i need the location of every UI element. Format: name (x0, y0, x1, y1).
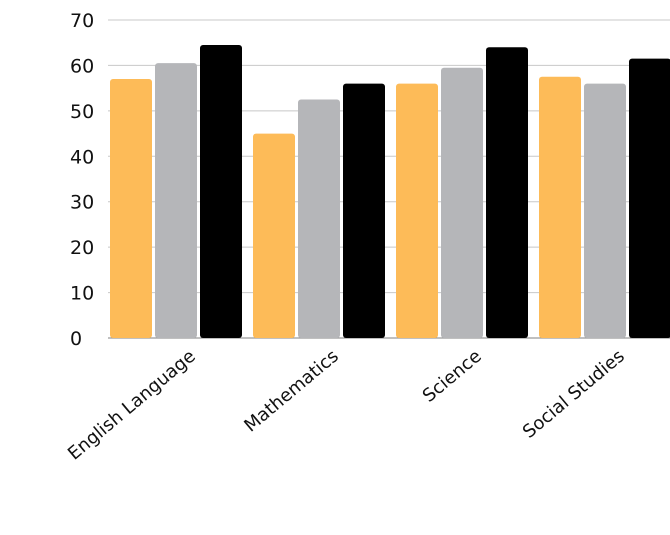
y-tick-label: 10 (70, 283, 94, 305)
x-category-label: English Language (64, 346, 200, 465)
bar (486, 47, 528, 338)
bar (343, 83, 385, 338)
y-tick-label: 50 (70, 101, 94, 123)
y-tick-label: 60 (70, 55, 94, 77)
bars (110, 44, 670, 339)
y-tick-label: 0 (70, 328, 82, 350)
y-tick-label: 40 (70, 146, 94, 168)
bar (441, 67, 483, 338)
y-tick-label: 20 (70, 237, 94, 259)
bar (396, 83, 438, 338)
y-tick-label: 70 (70, 10, 94, 32)
x-axis-labels: English Language Mathematics Science Social… (64, 346, 629, 465)
x-category-label: Social Studies (519, 346, 629, 443)
x-category-label: Mathematics (240, 346, 342, 437)
y-tick-label: 30 (70, 192, 94, 214)
bar (584, 83, 626, 338)
y-axis-ticks: 0 10 20 30 40 50 60 70 (70, 10, 94, 350)
bar (110, 79, 152, 339)
x-category-label: Science (419, 346, 486, 407)
bar (539, 76, 581, 339)
bar (629, 58, 670, 338)
bar (298, 99, 340, 338)
bar (155, 63, 197, 339)
bar (200, 44, 242, 338)
bar (253, 133, 295, 338)
